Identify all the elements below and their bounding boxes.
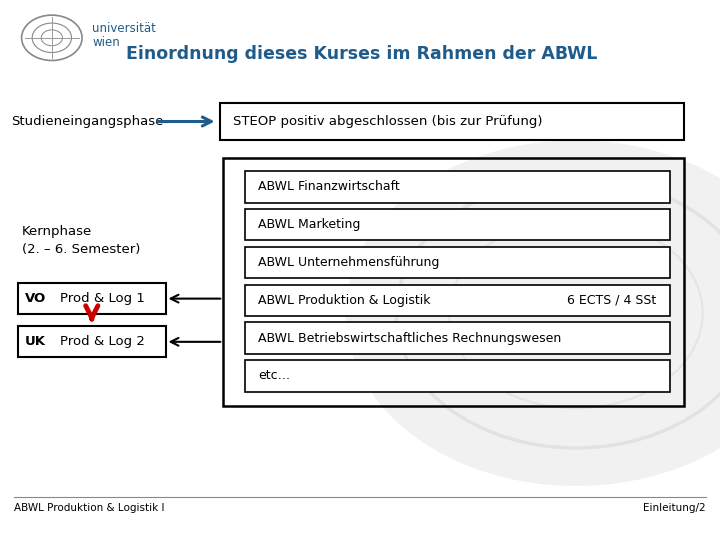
FancyBboxPatch shape bbox=[18, 283, 166, 314]
FancyBboxPatch shape bbox=[245, 209, 670, 240]
Text: Prod & Log 2: Prod & Log 2 bbox=[60, 335, 145, 348]
Text: Prod & Log 1: Prod & Log 1 bbox=[60, 292, 145, 305]
Text: Einleitung/2: Einleitung/2 bbox=[643, 503, 706, 512]
Text: UK: UK bbox=[25, 335, 46, 348]
FancyBboxPatch shape bbox=[245, 247, 670, 278]
Circle shape bbox=[346, 140, 720, 486]
FancyBboxPatch shape bbox=[245, 171, 670, 202]
FancyBboxPatch shape bbox=[245, 360, 670, 392]
Text: ABWL Produktion & Logistik: ABWL Produktion & Logistik bbox=[258, 294, 431, 307]
Text: ABWL Betriebswirtschaftliches Rechnungswesen: ABWL Betriebswirtschaftliches Rechnungsw… bbox=[258, 332, 561, 345]
Text: STEOP positiv abgeschlossen (bis zur Prüfung): STEOP positiv abgeschlossen (bis zur Prü… bbox=[233, 115, 542, 128]
FancyBboxPatch shape bbox=[18, 326, 166, 357]
FancyBboxPatch shape bbox=[245, 285, 670, 316]
Text: Studieneingangsphase: Studieneingangsphase bbox=[11, 115, 163, 128]
FancyBboxPatch shape bbox=[245, 322, 670, 354]
Text: 6 ECTS / 4 SSt: 6 ECTS / 4 SSt bbox=[567, 294, 657, 307]
Text: ABWL Marketing: ABWL Marketing bbox=[258, 218, 360, 231]
Text: Kernphase
(2. – 6. Semester): Kernphase (2. – 6. Semester) bbox=[22, 225, 140, 256]
Text: Einordnung dieses Kurses im Rahmen der ABWL: Einordnung dieses Kurses im Rahmen der A… bbox=[126, 45, 598, 63]
Text: wien: wien bbox=[92, 36, 120, 49]
Text: ABWL Produktion & Logistik I: ABWL Produktion & Logistik I bbox=[14, 503, 165, 512]
Text: ABWL Unternehmensführung: ABWL Unternehmensführung bbox=[258, 256, 439, 269]
Text: etc…: etc… bbox=[258, 369, 290, 382]
Text: ABWL Finanzwirtschaft: ABWL Finanzwirtschaft bbox=[258, 180, 400, 193]
Text: universität: universität bbox=[92, 22, 156, 35]
FancyBboxPatch shape bbox=[220, 103, 684, 140]
Text: VO: VO bbox=[25, 292, 47, 305]
